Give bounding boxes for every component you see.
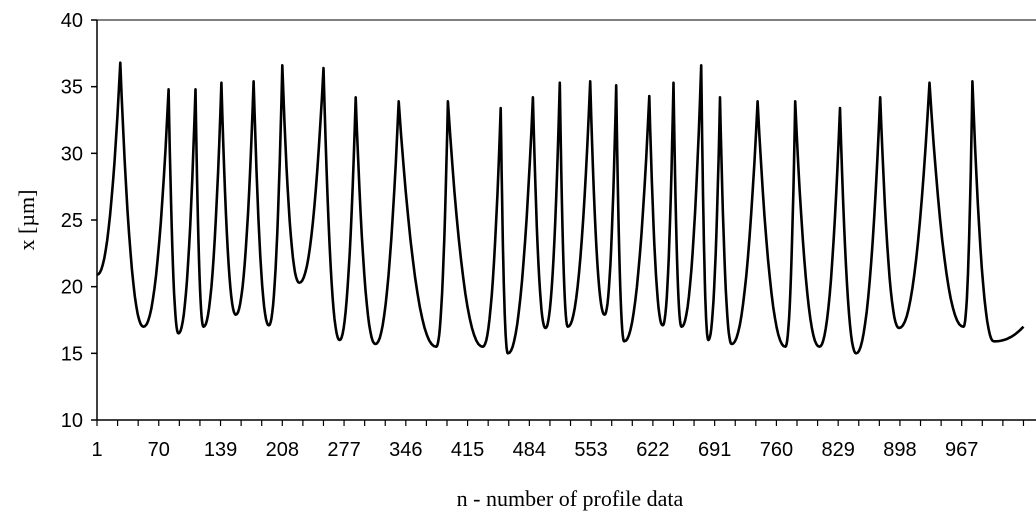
y-axis-ticks: 10 15 20 25 30 35 40 bbox=[61, 10, 97, 432]
y-tick-label: 15 bbox=[61, 343, 83, 365]
x-tick-label: 829 bbox=[821, 439, 854, 461]
y-tick-label: 25 bbox=[61, 210, 83, 232]
x-tick-label: 1 bbox=[91, 439, 102, 461]
x-tick-label: 277 bbox=[327, 439, 360, 461]
x-tick-label: 208 bbox=[266, 439, 299, 461]
x-tick-label: 553 bbox=[574, 439, 607, 461]
x-tick-label: 691 bbox=[698, 439, 731, 461]
series-group bbox=[96, 61, 1025, 355]
y-axis-title: x [µm] bbox=[14, 190, 39, 251]
y-tick-label: 40 bbox=[61, 10, 83, 32]
y-tick-label: 30 bbox=[61, 143, 83, 165]
x-tick-label: 346 bbox=[389, 439, 422, 461]
y-tick-label: 35 bbox=[61, 77, 83, 99]
plot-frame bbox=[96, 19, 1036, 421]
y-tick-label: 20 bbox=[61, 277, 83, 299]
x-tick-label: 139 bbox=[204, 439, 237, 461]
x-tick-label: 898 bbox=[883, 439, 916, 461]
x-tick-label: 967 bbox=[945, 439, 978, 461]
x-tick-label: 760 bbox=[760, 439, 793, 461]
x-tick-label: 70 bbox=[148, 439, 170, 461]
x-axis-ticks: 1 70 139 208 277 346 415 484 553 622 691 760 829 898 9… bbox=[91, 420, 1025, 461]
x-axis-title: n - number of profile data bbox=[457, 486, 684, 511]
series-line bbox=[96, 61, 1025, 355]
x-tick-label: 415 bbox=[451, 439, 484, 461]
y-tick-label: 10 bbox=[61, 410, 83, 432]
x-tick-label: 484 bbox=[513, 439, 546, 461]
x-tick-label: 622 bbox=[636, 439, 669, 461]
